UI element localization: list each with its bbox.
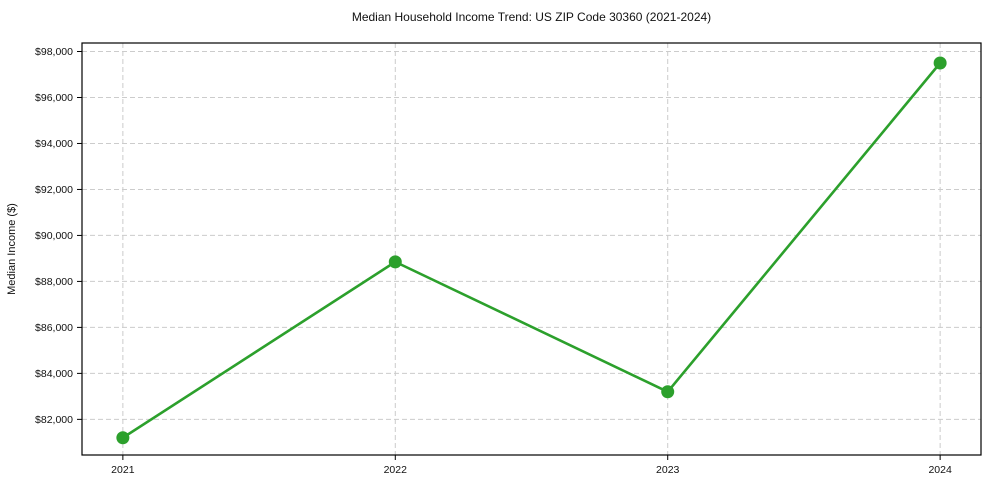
- y-tick-label: $92,000: [35, 184, 73, 196]
- x-tick-label: 2022: [384, 464, 408, 476]
- data-point-2022: [388, 255, 402, 269]
- y-tick-label: $88,000: [35, 276, 73, 288]
- y-axis-label: Median Income ($): [6, 203, 18, 295]
- data-series: [116, 56, 947, 445]
- x-tick-label: 2021: [111, 464, 135, 476]
- y-tick-label: $94,000: [35, 138, 73, 150]
- data-point-2024: [933, 56, 947, 70]
- y-tick-label: $90,000: [35, 230, 73, 242]
- y-tick-label: $98,000: [35, 46, 73, 58]
- y-tick-label: $96,000: [35, 92, 73, 104]
- y-tick-label: $86,000: [35, 322, 73, 334]
- chart-title: Median Household Income Trend: US ZIP Co…: [352, 10, 711, 24]
- x-tick-label: 2023: [656, 464, 680, 476]
- data-point-2023: [661, 385, 675, 399]
- y-tick-label: $82,000: [35, 414, 73, 426]
- data-point-2021: [116, 431, 130, 445]
- y-tick-label: $84,000: [35, 368, 73, 380]
- axis-frame: [81, 42, 982, 456]
- trend-line: [121, 61, 942, 440]
- tick-labels: $82,000 $84,000 $86,000 $88,000 $90,000 $92,0…: [35, 46, 952, 476]
- gridlines: [82, 43, 981, 455]
- x-tick-label: 2024: [928, 464, 952, 476]
- axes: [77, 42, 982, 460]
